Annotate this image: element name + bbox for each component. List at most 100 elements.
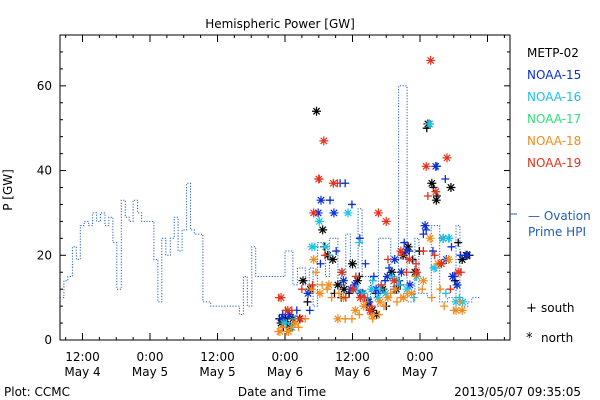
north-marker <box>328 178 338 188</box>
north-marker <box>353 276 363 286</box>
north-marker <box>277 314 287 324</box>
north-marker <box>396 246 406 256</box>
north-marker <box>329 208 339 218</box>
south-marker <box>441 175 450 184</box>
north-marker <box>309 208 319 218</box>
north-marker <box>295 314 305 324</box>
data-points <box>274 55 474 337</box>
south-marker <box>447 242 456 251</box>
south-marker <box>402 268 411 277</box>
north-marker <box>387 267 397 277</box>
north-marker <box>381 288 391 298</box>
x-tick-label-time: 12:00 <box>335 350 370 364</box>
south-marker <box>341 293 350 302</box>
y-tick-label: 20 <box>37 248 52 262</box>
south-marker <box>351 272 360 281</box>
north-marker <box>383 293 393 303</box>
north-marker <box>431 195 441 205</box>
north-marker <box>339 284 349 294</box>
north-marker <box>283 327 293 337</box>
north-marker <box>426 55 436 65</box>
south-marker <box>326 196 334 205</box>
north-marker <box>425 119 435 129</box>
north-marker <box>421 161 431 171</box>
legend-entry-metp-02: METP-02 <box>527 46 579 60</box>
north-marker <box>373 208 383 218</box>
north-marker <box>324 280 334 290</box>
legend-entry-noaa-18: NOAA-18 <box>527 134 581 148</box>
south-marker <box>355 310 364 319</box>
x-axis-label: Date and Time <box>238 385 326 399</box>
south-marker <box>383 255 392 264</box>
south-marker <box>440 302 449 311</box>
north-marker <box>457 255 467 265</box>
north-marker <box>381 216 391 226</box>
north-marker <box>276 293 286 303</box>
south-marker <box>361 259 370 268</box>
south-marker <box>320 251 329 260</box>
north-marker <box>389 276 399 286</box>
x-tick-label-time: 0:00 <box>272 350 299 364</box>
south-marker <box>368 276 377 285</box>
north-marker <box>444 255 454 265</box>
x-tick-label-date: May 6 <box>267 365 303 379</box>
north-marker <box>442 153 452 163</box>
north-marker <box>285 310 294 320</box>
north-marker <box>390 284 400 294</box>
south-marker <box>392 297 401 306</box>
north-marker <box>448 271 458 281</box>
north-marker <box>402 284 412 294</box>
south-marker <box>297 285 306 294</box>
legend-symbol-south: south <box>541 301 575 315</box>
south-marker <box>374 310 383 319</box>
footer-left: Plot: CCMC <box>4 385 70 399</box>
footer-right: 2013/05/07 09:35:05 <box>454 385 581 399</box>
north-marker <box>405 280 415 290</box>
north-marker <box>350 305 360 315</box>
x-tick-label-time: 12:00 <box>65 350 100 364</box>
south-marker <box>423 191 432 200</box>
south-marker <box>308 280 317 289</box>
north-marker <box>382 271 392 281</box>
north-marker <box>438 233 448 243</box>
north-marker <box>390 255 400 265</box>
north-marker <box>283 305 293 315</box>
south-marker <box>341 314 350 323</box>
south-marker <box>377 280 386 289</box>
x-tick-label-time: 0:00 <box>407 350 434 364</box>
north-marker <box>403 242 413 252</box>
south-marker <box>294 323 303 332</box>
x-tick-label-time: 0:00 <box>137 350 164 364</box>
north-marker <box>462 250 472 260</box>
south-marker <box>355 238 364 247</box>
y-tick-label: 40 <box>37 164 52 178</box>
x-tick-label-date: May 4 <box>64 365 100 379</box>
north-marker <box>307 242 317 252</box>
north-marker <box>453 267 463 277</box>
north-marker <box>365 305 375 315</box>
legend-entry-noaa-19: NOAA-19 <box>527 156 581 170</box>
north-marker <box>375 297 385 307</box>
north-marker <box>314 174 324 184</box>
north-marker <box>339 276 348 286</box>
north-marker <box>318 225 328 235</box>
south-marker <box>427 293 436 302</box>
south-marker <box>430 251 439 260</box>
south-marker <box>341 179 350 188</box>
north-marker <box>333 314 343 324</box>
north-marker <box>333 280 343 290</box>
south-marker <box>311 268 320 277</box>
chart-title: Hemispheric Power [GW] <box>205 17 355 31</box>
north-marker <box>412 267 422 277</box>
north-marker <box>367 284 377 294</box>
north-marker <box>429 263 439 273</box>
north-marker <box>312 106 321 116</box>
north-marker <box>319 136 329 146</box>
north-marker <box>275 327 285 337</box>
north-marker <box>355 293 365 303</box>
north-marker <box>401 246 411 256</box>
south-marker <box>446 285 455 294</box>
north-marker <box>343 208 353 218</box>
south-marker <box>303 297 312 306</box>
south-marker <box>441 289 450 298</box>
